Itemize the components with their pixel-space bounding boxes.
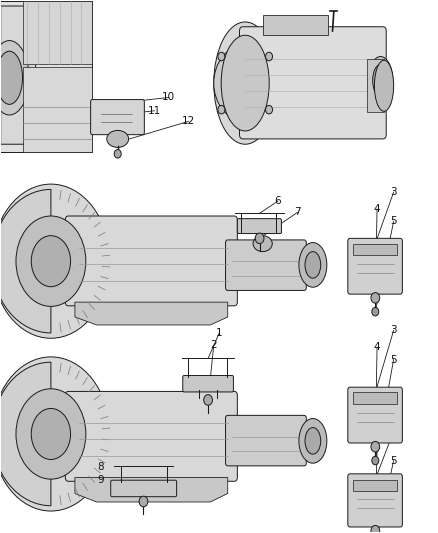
Ellipse shape: [305, 427, 321, 454]
Text: 11: 11: [148, 106, 161, 116]
FancyBboxPatch shape: [237, 219, 282, 233]
Bar: [263, 15, 328, 35]
Ellipse shape: [214, 22, 277, 144]
Text: 13: 13: [89, 111, 102, 121]
Text: 3: 3: [390, 426, 397, 437]
Text: 12: 12: [182, 116, 195, 126]
Circle shape: [218, 106, 225, 114]
Text: 4: 4: [374, 342, 380, 352]
Ellipse shape: [0, 184, 110, 338]
Text: 5: 5: [390, 456, 397, 465]
Circle shape: [255, 233, 264, 244]
Polygon shape: [1, 6, 35, 144]
Text: 4: 4: [374, 204, 380, 214]
Bar: [22, 1, 92, 64]
Circle shape: [265, 52, 272, 61]
Ellipse shape: [0, 357, 110, 511]
Text: 2: 2: [210, 340, 217, 350]
Ellipse shape: [305, 252, 321, 278]
Polygon shape: [75, 478, 228, 502]
Circle shape: [114, 150, 121, 158]
FancyBboxPatch shape: [183, 375, 233, 392]
Circle shape: [371, 441, 380, 452]
Ellipse shape: [0, 41, 29, 115]
Ellipse shape: [16, 389, 86, 479]
Circle shape: [265, 106, 272, 114]
Ellipse shape: [0, 51, 22, 104]
Ellipse shape: [31, 408, 71, 459]
Bar: [353, 244, 397, 255]
Circle shape: [139, 496, 148, 507]
FancyBboxPatch shape: [226, 240, 306, 290]
Text: 8: 8: [97, 463, 103, 472]
FancyBboxPatch shape: [348, 387, 403, 443]
Circle shape: [218, 52, 225, 61]
Ellipse shape: [107, 131, 129, 148]
Ellipse shape: [299, 418, 327, 463]
Circle shape: [372, 308, 379, 316]
Bar: [353, 392, 397, 404]
Text: 5: 5: [390, 216, 397, 227]
Text: 3: 3: [390, 187, 397, 197]
Circle shape: [372, 456, 379, 465]
Text: 3: 3: [390, 325, 397, 335]
Wedge shape: [0, 189, 51, 333]
FancyBboxPatch shape: [226, 415, 306, 466]
Ellipse shape: [373, 64, 389, 96]
Ellipse shape: [368, 56, 393, 104]
Text: 7: 7: [294, 207, 301, 217]
Text: 1: 1: [215, 328, 223, 338]
Ellipse shape: [253, 236, 272, 252]
Text: 10: 10: [162, 92, 175, 102]
FancyBboxPatch shape: [348, 238, 403, 294]
Ellipse shape: [299, 243, 327, 287]
Ellipse shape: [374, 60, 394, 111]
Bar: [367, 59, 384, 112]
FancyBboxPatch shape: [65, 391, 237, 481]
FancyBboxPatch shape: [348, 474, 403, 527]
Circle shape: [371, 293, 380, 303]
Text: 4: 4: [374, 443, 380, 453]
Text: 5: 5: [390, 354, 397, 365]
FancyBboxPatch shape: [240, 27, 386, 139]
Circle shape: [371, 526, 380, 533]
Polygon shape: [75, 302, 228, 325]
FancyBboxPatch shape: [91, 100, 145, 135]
Ellipse shape: [16, 216, 86, 306]
Ellipse shape: [221, 35, 269, 131]
Text: 9: 9: [97, 475, 103, 485]
Wedge shape: [0, 362, 51, 506]
Bar: [0, 1, 92, 152]
Wedge shape: [214, 45, 245, 122]
Bar: [22, 67, 92, 152]
FancyBboxPatch shape: [65, 216, 237, 306]
Text: 6: 6: [275, 196, 281, 206]
Bar: [353, 480, 397, 491]
Ellipse shape: [31, 236, 71, 287]
Circle shape: [204, 394, 212, 405]
FancyBboxPatch shape: [111, 480, 177, 497]
